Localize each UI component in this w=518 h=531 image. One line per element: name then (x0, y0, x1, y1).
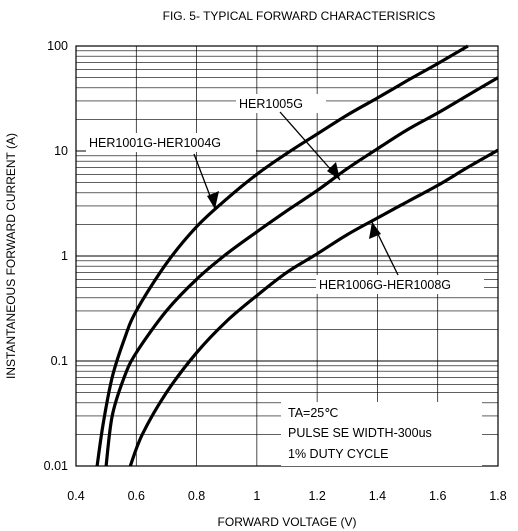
conditions-box: TA=25℃ PULSE SE WIDTH-300us 1% DUTY CYCL… (281, 402, 482, 466)
chart-title: FIG. 5- TYPICAL FORWARD CHARACTERISRICS (163, 9, 436, 23)
label-series-3: HER1006G-HER1008G (319, 278, 451, 292)
y-tick-label-4: 100 (47, 39, 68, 53)
x-tick-labels: 0.4 0.6 0.8 1 1.2 1.4 1.6 1.8 (67, 489, 506, 503)
x-axis-label: FORWARD VOLTAGE (V) (218, 515, 357, 529)
label-series-2: HER1005G (239, 97, 303, 111)
x-tick-label-5: 1.4 (369, 489, 386, 503)
x-tick-label-0: 0.4 (67, 489, 84, 503)
note-temperature: TA=25℃ (288, 406, 338, 420)
series-labels: HER1001G-HER1004G HER1005G HER1006G-HER1… (86, 94, 484, 294)
x-tick-label-3: 1 (253, 489, 260, 503)
arrow-head-series-2 (327, 162, 340, 180)
x-tick-label-1: 0.6 (128, 489, 145, 503)
y-tick-label-1: 0.1 (51, 354, 68, 368)
arrow-head-series-1 (207, 191, 219, 209)
y-tick-label-3: 10 (54, 144, 68, 158)
y-tick-label-2: 1 (61, 249, 68, 263)
series-curve-2 (104, 76, 499, 467)
label-bg-series-2 (236, 94, 326, 113)
note-duty-cycle: 1% DUTY CYCLE (288, 447, 389, 461)
x-tick-label-2: 0.8 (188, 489, 205, 503)
label-series-1: HER1001G-HER1004G (89, 136, 221, 150)
conditions-box-background (281, 402, 482, 466)
label-bg-series-3 (316, 275, 484, 294)
note-pulse-width: PULSE SE WIDTH-300us (288, 426, 432, 440)
y-tick-labels: 0.01 0.1 1 10 100 (44, 39, 68, 473)
characteristic-curves (95, 44, 499, 467)
y-tick-label-0: 0.01 (44, 459, 68, 473)
arrow-head-series-3 (369, 222, 381, 239)
series-curve-3 (128, 148, 499, 467)
x-tick-label-4: 1.2 (308, 489, 325, 503)
y-axis-label: INSTANTANEOUS FORWARD CURRENT (A) (4, 133, 18, 379)
x-tick-label-6: 1.6 (429, 489, 446, 503)
x-tick-label-7: 1.8 (489, 489, 506, 503)
label-bg-series-1 (86, 133, 256, 152)
label-arrows (193, 111, 399, 276)
series-curve-1 (95, 44, 469, 467)
